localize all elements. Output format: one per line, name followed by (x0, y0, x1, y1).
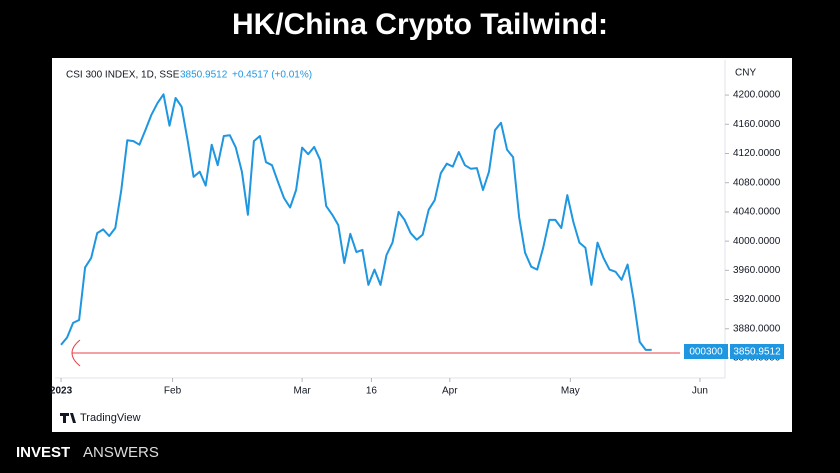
last-price: 3850.9512 (180, 70, 228, 81)
symbol: CSI 300 INDEX, 1D, SSE (66, 70, 180, 81)
brand-light: ANSWERS (83, 444, 159, 461)
x-tick-label: Apr (442, 386, 458, 397)
x-tick-label: Mar (294, 386, 312, 397)
x-tick-label: 2023 (50, 386, 73, 397)
x-tick-label: May (561, 386, 580, 397)
watermark: TradingView (80, 412, 141, 424)
ticker-tag (684, 344, 728, 359)
x-tick-label: Feb (164, 386, 182, 397)
y-tick-label: 4040.0000 (733, 207, 781, 218)
y-tick-label: 3960.0000 (733, 265, 781, 276)
tv-logo (60, 413, 76, 423)
x-tick-label: Jun (692, 386, 708, 397)
y-tick-label: 3920.0000 (733, 294, 781, 305)
price-line (60, 93, 652, 351)
y-tick-label: 3880.0000 (733, 323, 781, 334)
y-tick-label: 4080.0000 (733, 177, 781, 188)
price-tag-text: 3850.9512 (733, 347, 781, 358)
slide-title: HK/China Crypto Tailwind: (232, 8, 608, 41)
brand-bold: INVEST (16, 444, 70, 461)
y-tick-label: 4120.0000 (733, 148, 781, 159)
chart-panel (52, 58, 792, 432)
y-tick-label: 4200.0000 (733, 90, 781, 101)
y-tick-label: 4160.0000 (733, 119, 781, 130)
change: +0.4517 (+0.01%) (232, 70, 312, 81)
currency: CNY (735, 68, 756, 79)
price-tag (730, 344, 784, 359)
x-tick-label: 16 (366, 386, 378, 397)
ticker-tag-text: 000300 (689, 347, 723, 358)
y-tick-label: 4000.0000 (733, 236, 781, 247)
annotation-bracket (71, 339, 81, 367)
